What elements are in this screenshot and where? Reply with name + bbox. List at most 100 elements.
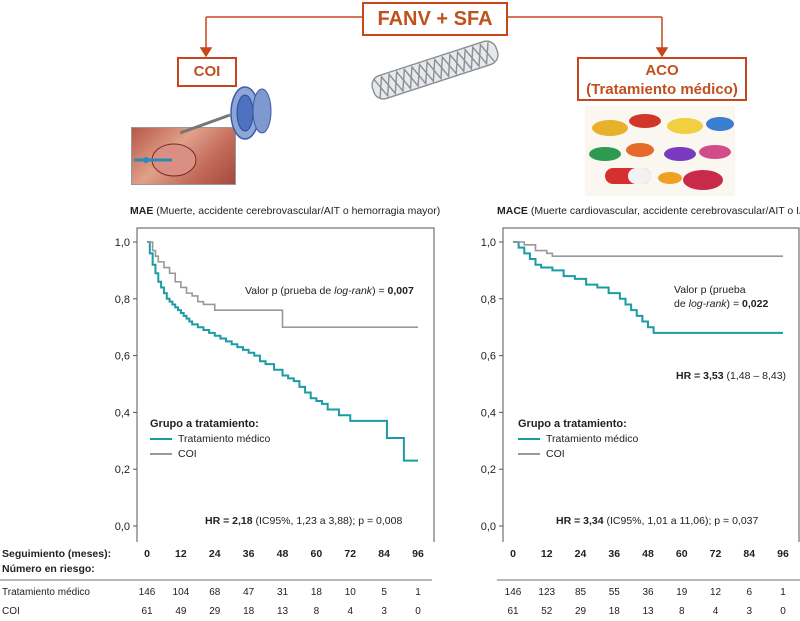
left-ytick-label: 0,8 [115, 294, 130, 306]
right-risk-coi: 8 [678, 606, 685, 617]
stent-image [371, 40, 499, 100]
left-ytick-label: 0,0 [115, 521, 130, 533]
left-xtick-label: 72 [344, 548, 357, 560]
occluder-device-icon [180, 86, 272, 140]
left-risk-coi: 8 [313, 606, 320, 617]
right-xtick-label: 24 [574, 548, 587, 560]
right-risk-tratamiento: 36 [642, 587, 654, 598]
left-xtick-label: 48 [276, 548, 289, 560]
right-pvalue: Valor p (prueba de log-rank) = 0,022 [674, 283, 768, 311]
left-hr-rest: (IC95%, 1,23 a 3,88); p = 0,008 [252, 515, 403, 527]
right-xtick-label: 60 [675, 548, 688, 560]
seguimiento-label: Seguimiento (meses): [2, 548, 112, 560]
coi-label-box: COI [177, 57, 237, 87]
left-legend-label-coi: COI [178, 448, 197, 460]
right-xtick-label: 72 [709, 548, 722, 560]
left-pvalue-suffix: ) = [372, 285, 388, 297]
right-legend-title: Grupo a tratamiento: [518, 418, 627, 430]
right-risk-tratamiento: 12 [709, 587, 722, 598]
left-risk-tratamiento: 146 [138, 587, 156, 598]
aco-label-box: ACO (Tratamiento médico) [577, 57, 747, 101]
left-risk-tratamiento: 5 [381, 587, 387, 598]
left-hr: HR = 2,18 (IC95%, 1,23 a 3,88); p = 0,00… [205, 515, 402, 527]
right-plot-frame [502, 227, 800, 542]
right-ytick-label: 0,4 [481, 407, 496, 419]
left-risk-coi: 18 [243, 606, 255, 617]
left-legend-title: Grupo a tratamiento: [150, 418, 259, 430]
right-pvalue-italic: log-rank [688, 298, 727, 310]
left-risk-tratamiento: 47 [243, 587, 255, 598]
main-label-box: FANV + SFA [362, 2, 508, 36]
left-ytick-label: 1,0 [115, 237, 130, 249]
right-ytick-label: 1,0 [481, 237, 496, 249]
left-xtick-label: 0 [144, 548, 150, 560]
left-legend-swatch-teal [150, 438, 172, 440]
right-xtick-label: 12 [540, 548, 553, 560]
right-risk-coi: 61 [507, 606, 519, 617]
right-risk-coi: 13 [642, 606, 654, 617]
right-risk-tratamiento: 123 [538, 587, 556, 598]
right-xtick-label: 48 [642, 548, 654, 560]
pills-image [585, 106, 735, 196]
right-risk-coi: 4 [712, 606, 719, 617]
aco-label: ACO [645, 62, 679, 79]
left-xtick-label: 24 [208, 548, 221, 560]
left-risk-coi: 49 [175, 606, 187, 617]
right-pvalue-suffix: ) = [726, 298, 743, 310]
right-legend-label-tratamiento: Tratamiento médico [546, 433, 639, 445]
left-xtick-label: 36 [242, 548, 255, 560]
right-xtick-label: 84 [743, 548, 756, 560]
left-risk-tratamiento: 10 [344, 587, 356, 598]
left-risk-coi: 4 [347, 606, 354, 617]
left-legend: Grupo a tratamiento: Tratamiento médico … [150, 418, 270, 460]
right-hr-rest: (IC95%, 1,01 a 11,06); p = 0,037 [603, 515, 759, 527]
left-xtick-label: 96 [412, 548, 424, 560]
left-legend-item-coi: COI [150, 448, 270, 460]
right-km-chart: 0,0 0,2 0,4 0,6 0,8 1,0 [481, 227, 800, 542]
right-legend-item-coi: COI [518, 448, 638, 460]
left-ytick-label: 0,4 [115, 407, 130, 419]
left-risk-coi: 13 [276, 606, 289, 617]
right-legend: Grupo a tratamiento: Tratamiento médico … [518, 418, 638, 460]
right-ytick-label: 0,0 [481, 521, 496, 533]
left-ytick-label: 0,6 [115, 351, 130, 363]
coi-label: COI [193, 63, 221, 80]
left-title-rest: (Muerte, accidente cerebrovascular/AIT o… [153, 205, 441, 217]
right-risk-coi: 0 [780, 606, 786, 617]
right-xtick-label: 0 [510, 548, 516, 560]
left-legend-item-tratamiento: Tratamiento médico [150, 433, 270, 445]
left-ytick-label: 0,2 [115, 464, 130, 476]
left-risk-tratamiento: 1 [415, 587, 421, 598]
right-xtick-label: 36 [608, 548, 621, 560]
left-pvalue-italic: log-rank [334, 285, 373, 297]
left-risk-coi: 61 [141, 606, 153, 617]
left-pvalue-prefix: Valor p (prueba de [245, 285, 335, 297]
right-hr-top-rest: (1,48 – 8,43) [723, 370, 787, 382]
right-series-tratamiento [513, 241, 783, 334]
right-title-rest: (Muerte cardiovascular, accidente cerebr… [527, 205, 800, 217]
right-risk-coi: 3 [746, 606, 753, 617]
right-pvalue-value: 0,022 [742, 298, 769, 310]
left-pvalue-value: 0,007 [387, 285, 414, 297]
left-risk-coi: 3 [381, 606, 387, 617]
right-ytick-label: 0,2 [481, 464, 496, 476]
risk-row-label-tratamiento: Tratamiento médico [2, 587, 90, 598]
left-risk-tratamiento: 68 [209, 587, 221, 598]
right-hr-top-bold: HR = 3,53 [676, 370, 724, 382]
right-ytick-label: 0,6 [481, 351, 496, 363]
left-risk-tratamiento: 18 [310, 587, 322, 598]
right-risk-tratamiento: 85 [574, 587, 587, 598]
right-risk-tratamiento: 1 [780, 587, 786, 598]
main-label: FANV + SFA [377, 8, 493, 30]
aco-sublabel: (Tratamiento médico) [586, 81, 738, 98]
right-risk-coi: 29 [574, 606, 587, 617]
right-risk-coi: 52 [541, 606, 553, 617]
right-legend-item-tratamiento: Tratamiento médico [518, 433, 638, 445]
right-legend-label-coi: COI [546, 448, 565, 460]
right-legend-swatch-teal [518, 438, 540, 440]
right-hr-top: HR = 3,53 (1,48 – 8,43) [676, 370, 786, 382]
right-xtick-label: 96 [777, 548, 789, 560]
right-risk-coi: 18 [608, 606, 620, 617]
right-ytick-label: 0,8 [481, 294, 496, 306]
